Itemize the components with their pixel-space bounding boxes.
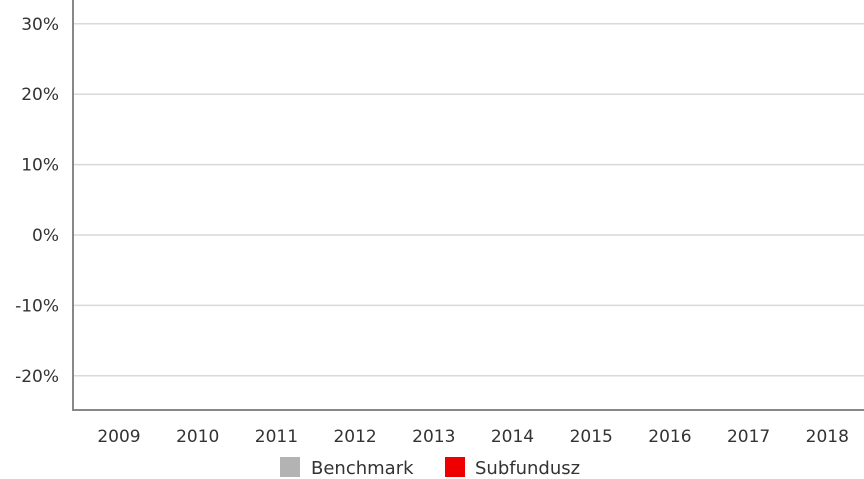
- legend-label: Benchmark: [311, 458, 414, 479]
- legend-swatch: [445, 457, 465, 477]
- y-tick-label: 10%: [21, 156, 59, 176]
- x-axis-ticks: 2009 2010 2011 2012 2013 2014 2015 2016 2017 2018: [97, 427, 849, 447]
- y-axis-ticks: 30% 20% 10% 0% -10% -20%: [15, 15, 59, 387]
- x-tick-label: 2013: [412, 427, 455, 447]
- legend[interactable]: Benchmark Subfundusz: [280, 457, 580, 479]
- gridlines: [73, 23, 864, 377]
- y-tick-label: 20%: [21, 85, 59, 105]
- y-tick-label: -20%: [15, 367, 59, 387]
- y-tick-label: 0%: [32, 226, 59, 246]
- x-tick-label: 2016: [648, 427, 691, 447]
- x-tick-label: 2015: [570, 427, 613, 447]
- y-tick-label: -10%: [15, 296, 59, 316]
- x-tick-label: 2012: [333, 427, 376, 447]
- x-tick-label: 2018: [806, 427, 849, 447]
- x-tick-label: 2010: [176, 427, 219, 447]
- axes: [72, 0, 864, 411]
- y-tick-label: 30%: [21, 15, 59, 35]
- legend-label: Subfundusz: [475, 458, 580, 479]
- legend-item[interactable]: Subfundusz: [445, 457, 580, 479]
- x-tick-label: 2011: [255, 427, 298, 447]
- x-tick-label: 2014: [491, 427, 534, 447]
- x-tick-label: 2017: [727, 427, 770, 447]
- x-tick-label: 2009: [97, 427, 140, 447]
- legend-item[interactable]: Benchmark: [280, 457, 414, 479]
- legend-swatch: [280, 457, 300, 477]
